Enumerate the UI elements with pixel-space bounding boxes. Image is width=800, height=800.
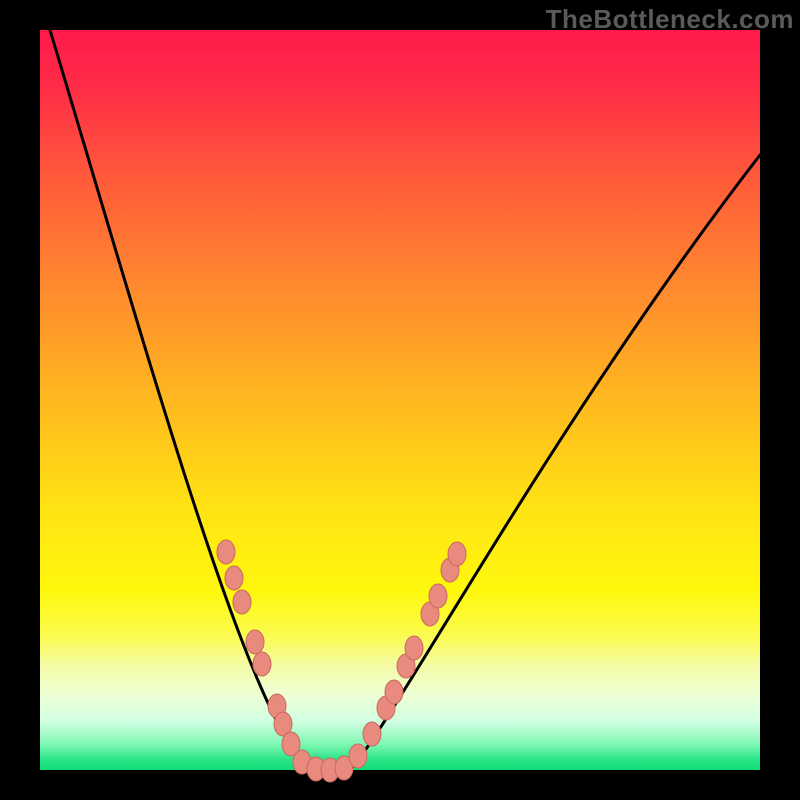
chart-svg — [0, 0, 800, 800]
marker-dot — [405, 636, 423, 660]
canvas: TheBottleneck.com — [0, 0, 800, 800]
marker-dot — [246, 630, 264, 654]
marker-dot — [225, 566, 243, 590]
marker-dot — [385, 680, 403, 704]
marker-dot — [429, 584, 447, 608]
marker-dot — [349, 744, 367, 768]
marker-dot — [233, 590, 251, 614]
marker-dot — [448, 542, 466, 566]
watermark-text: TheBottleneck.com — [546, 4, 794, 35]
marker-dot — [363, 722, 381, 746]
marker-dot — [253, 652, 271, 676]
marker-dot — [217, 540, 235, 564]
